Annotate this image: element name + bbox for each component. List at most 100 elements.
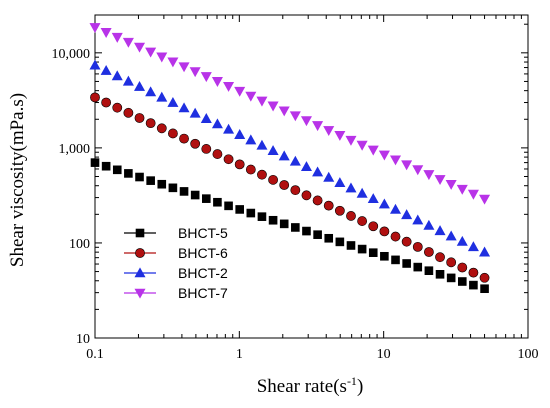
data-point <box>435 269 445 279</box>
series-bhct-7 <box>89 23 491 205</box>
x-tick-label: 10 <box>377 347 391 362</box>
data-point <box>245 91 257 102</box>
y-tick-label: 10 <box>76 332 90 347</box>
data-point <box>156 52 168 63</box>
data-point <box>469 280 478 290</box>
data-point <box>424 247 434 257</box>
data-point <box>122 37 134 48</box>
data-point <box>111 70 123 81</box>
data-point <box>401 236 412 247</box>
data-point <box>134 42 146 53</box>
data-point <box>122 75 134 86</box>
data-point <box>300 161 312 172</box>
data-point <box>179 133 189 144</box>
data-point <box>435 252 445 263</box>
data-point <box>356 140 368 151</box>
data-point <box>190 138 201 149</box>
data-point <box>201 144 212 154</box>
legend-marker <box>135 228 145 238</box>
data-point <box>302 226 311 236</box>
data-point <box>178 62 190 73</box>
data-point <box>267 145 279 155</box>
data-point <box>268 215 278 225</box>
data-point <box>245 164 256 175</box>
data-point <box>279 219 289 229</box>
data-point <box>278 150 290 161</box>
data-point <box>480 284 489 294</box>
data-point <box>224 201 233 211</box>
data-point <box>89 23 101 34</box>
x-tick-label: 100 <box>518 347 539 362</box>
data-point <box>256 139 268 150</box>
axes: 0.1 1 10 100 10 100 1,000 10,000 <box>52 14 539 362</box>
data-point <box>412 241 423 252</box>
data-point <box>434 175 446 185</box>
data-point <box>346 241 356 250</box>
data-point <box>156 123 167 134</box>
data-point <box>323 126 335 136</box>
data-point <box>234 86 246 97</box>
data-point <box>445 230 457 241</box>
y-axis-title: Shear viscosity(mPa.s) <box>7 93 28 267</box>
data-point <box>111 32 123 43</box>
legend-marker <box>135 248 145 258</box>
data-point <box>202 194 211 203</box>
data-point <box>300 116 312 127</box>
legend-marker <box>134 267 146 278</box>
data-point <box>346 211 356 221</box>
data-point <box>446 257 457 268</box>
data-point <box>367 145 379 156</box>
data-point <box>356 187 368 198</box>
data-point <box>100 64 112 75</box>
data-point <box>456 235 468 246</box>
data-point <box>279 180 290 190</box>
data-point <box>391 255 400 265</box>
data-point <box>367 193 379 204</box>
data-point <box>334 177 346 188</box>
data-point <box>267 101 279 112</box>
data-point <box>145 118 156 129</box>
data-point <box>479 246 491 257</box>
data-point <box>124 169 133 178</box>
data-point <box>401 160 413 171</box>
data-point <box>256 96 268 107</box>
data-point <box>135 172 144 182</box>
data-point <box>190 190 200 200</box>
data-point <box>145 47 157 58</box>
data-point <box>345 182 357 193</box>
legend-marker <box>134 288 146 299</box>
data-point <box>334 205 345 216</box>
data-point <box>423 219 435 230</box>
data-point <box>223 81 235 92</box>
y-tick-label: 1,000 <box>59 142 91 157</box>
x-tick-label: 0.1 <box>86 347 104 362</box>
data-point <box>357 216 368 226</box>
data-point <box>424 266 434 275</box>
data-point <box>234 159 245 170</box>
data-point <box>90 158 100 167</box>
data-point <box>368 248 378 257</box>
data-point <box>312 195 323 206</box>
data-point <box>413 262 423 272</box>
data-point <box>211 118 223 129</box>
data-point <box>379 226 390 237</box>
data-point <box>479 272 490 283</box>
data-point <box>167 97 179 107</box>
data-point <box>468 267 479 278</box>
data-point <box>390 203 402 214</box>
data-point <box>390 231 401 242</box>
data-point <box>324 233 334 243</box>
data-point <box>412 214 424 225</box>
data-point <box>378 150 390 161</box>
data-point <box>257 169 267 180</box>
data-point <box>257 212 267 221</box>
data-point <box>446 273 456 283</box>
data-point <box>401 209 413 220</box>
data-point <box>112 102 123 113</box>
data-point <box>101 97 112 108</box>
x-axis-title: Shear rate(s-1) <box>257 374 364 397</box>
data-point <box>112 165 122 175</box>
series-layer <box>89 23 491 294</box>
data-point <box>223 123 235 134</box>
